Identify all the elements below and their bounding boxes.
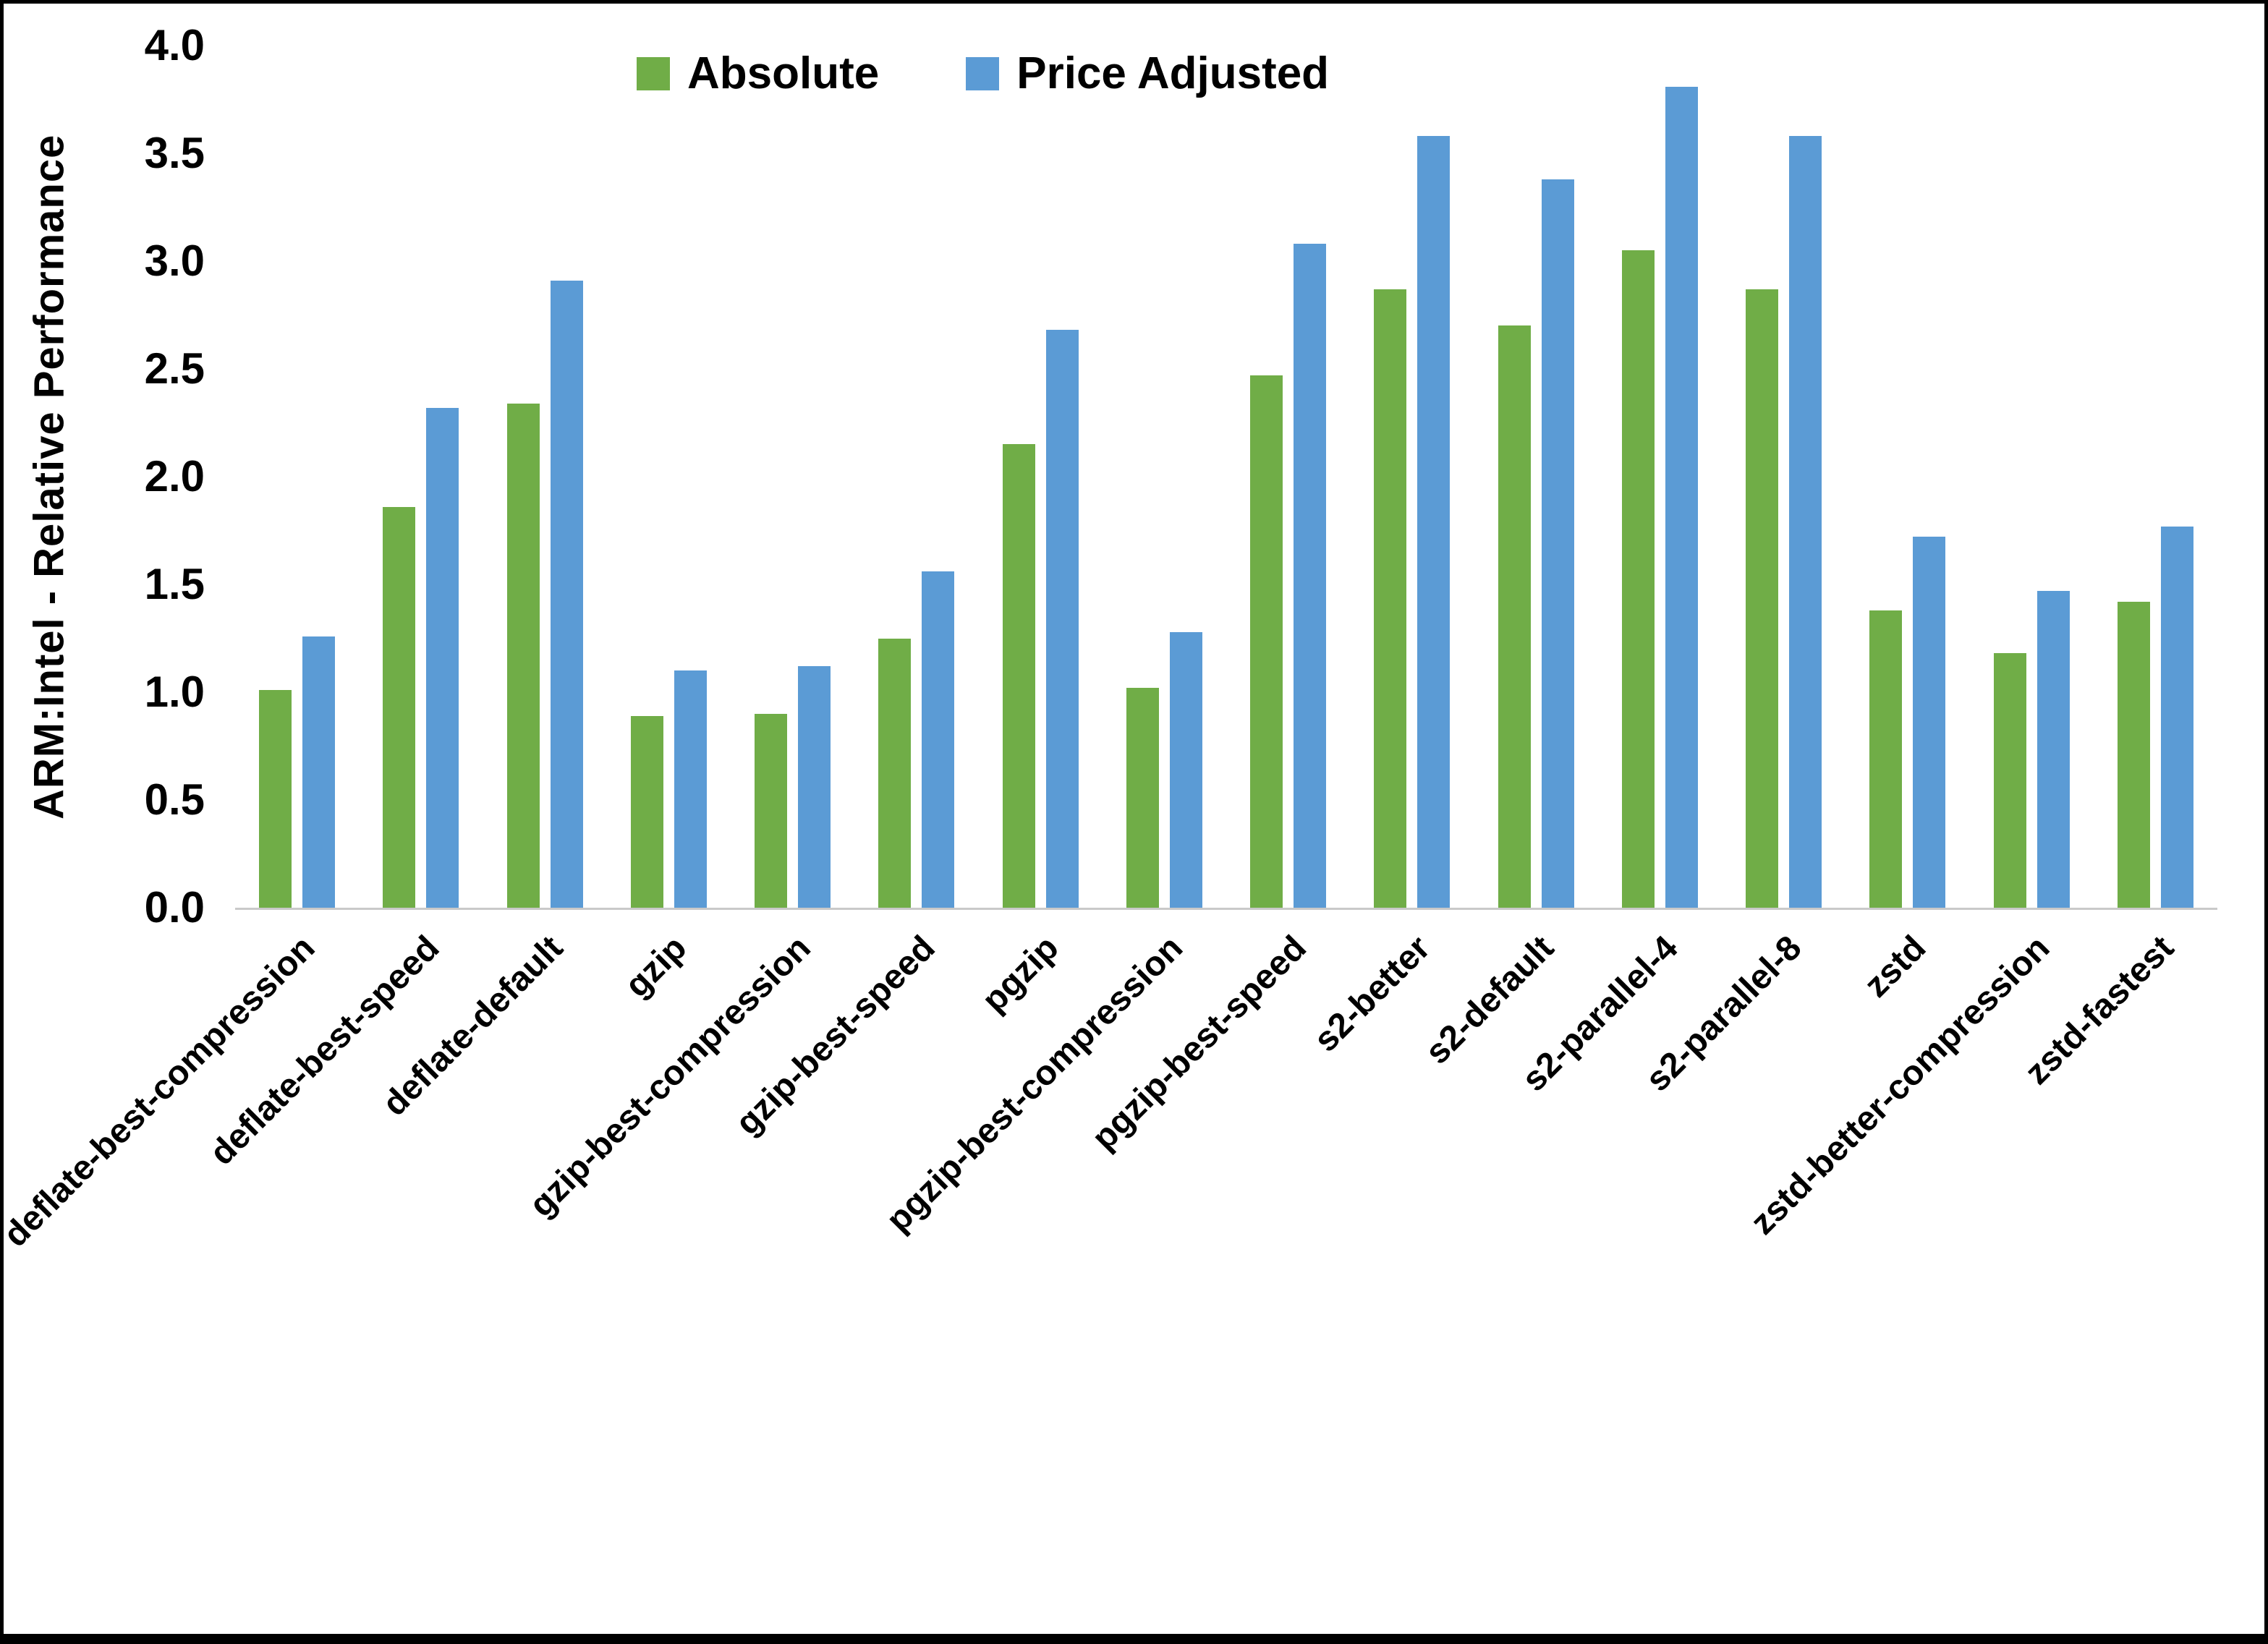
bar-absolute <box>1869 610 1903 908</box>
bar-absolute <box>1126 688 1159 908</box>
bar-absolute <box>1621 250 1655 908</box>
bar-price-adjusted <box>1541 179 1574 908</box>
chart-frame: ARM:Intel - Relative Performance Absolut… <box>0 4 2264 1634</box>
bar-price-adjusted <box>2036 590 2070 908</box>
category-label: pgzip-best-speed <box>1084 928 1314 1158</box>
y-tick-label: 1.5 <box>144 560 205 608</box>
bar-group <box>854 46 978 908</box>
bar-price-adjusted <box>2160 526 2193 908</box>
bar-absolute <box>878 638 912 908</box>
category-label: gzip <box>618 928 695 1005</box>
bar-price-adjusted <box>302 636 336 908</box>
bar-price-adjusted <box>798 666 831 908</box>
bar-group <box>731 46 854 908</box>
legend-item-price-adjusted: Price Adjusted <box>966 51 1329 96</box>
bar-absolute <box>259 690 292 908</box>
bar-price-adjusted <box>550 280 583 908</box>
bar-group <box>359 46 483 908</box>
bar-price-adjusted <box>1789 136 1822 908</box>
x-axis-labels: deflate-best-compression deflate-best-spe… <box>0 910 2217 1488</box>
bar-group <box>483 46 607 908</box>
bar-group <box>1226 46 1350 908</box>
bar-absolute <box>506 403 540 908</box>
bar-group <box>1846 46 1969 908</box>
legend-label-price-adjusted: Price Adjusted <box>1016 48 1330 98</box>
bar-price-adjusted <box>674 670 707 908</box>
y-tick-label: 2.0 <box>144 452 205 501</box>
y-tick-label: 0.5 <box>144 775 205 824</box>
bar-price-adjusted <box>1665 86 1698 908</box>
bar-group <box>1722 46 1846 908</box>
bar-group <box>1350 46 1474 908</box>
bar-group <box>2094 46 2217 908</box>
y-tick-label: 3.0 <box>144 237 205 285</box>
bar-absolute <box>2117 601 2150 908</box>
legend-swatch-absolute <box>637 57 670 90</box>
category-label: deflate-best-speed <box>202 928 447 1173</box>
y-tick-label: 3.5 <box>144 129 205 177</box>
plot-area <box>235 46 2217 910</box>
bar-price-adjusted <box>1417 136 1451 908</box>
legend: Absolute Price Adjusted <box>637 51 1329 96</box>
y-tick-label: 0.0 <box>144 883 205 932</box>
bar-group <box>1970 46 2094 908</box>
bar-group <box>1103 46 1226 908</box>
y-tick-label: 4.0 <box>144 21 205 69</box>
bar-absolute <box>383 506 416 908</box>
bar-group <box>607 46 731 908</box>
y-tick-label: 1.0 <box>144 668 205 716</box>
bar-absolute <box>1250 375 1283 908</box>
y-tick-label: 2.5 <box>144 344 205 393</box>
bar-price-adjusted <box>1045 330 1079 908</box>
bar-group <box>1474 46 1598 908</box>
legend-item-absolute: Absolute <box>637 51 879 96</box>
bar-price-adjusted <box>1913 537 1946 908</box>
bar-absolute <box>1498 325 1531 908</box>
bar-price-adjusted <box>1294 244 1327 908</box>
bar-absolute <box>630 715 663 908</box>
bar-price-adjusted <box>426 407 459 908</box>
category-label: pgzip <box>974 928 1066 1020</box>
bar-absolute <box>1374 289 1407 908</box>
bar-group <box>1598 46 1722 908</box>
bar-group <box>235 46 359 908</box>
legend-label-absolute: Absolute <box>687 48 880 98</box>
bar-group <box>979 46 1103 908</box>
bar-absolute <box>1993 653 2026 908</box>
legend-swatch-price-adjusted <box>966 57 1000 90</box>
category-label: zstd <box>1856 928 1934 1005</box>
bar-price-adjusted <box>1169 631 1202 908</box>
category-label: s2-better <box>1307 928 1438 1060</box>
bar-absolute <box>755 713 788 908</box>
bar-absolute <box>1746 289 1779 908</box>
bar-price-adjusted <box>922 571 955 908</box>
bar-absolute <box>1002 444 1035 908</box>
y-axis-ticks: 4.0 3.5 3.0 2.5 2.0 1.5 1.0 0.5 0.0 <box>4 24 221 929</box>
